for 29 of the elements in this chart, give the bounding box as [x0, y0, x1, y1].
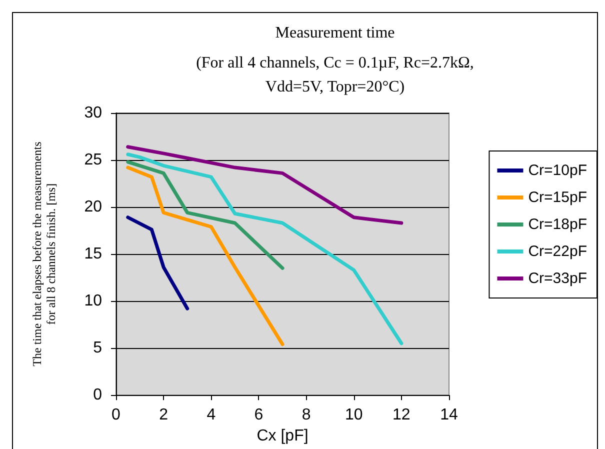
- x-tick-label: 2: [159, 406, 168, 424]
- x-tick-label: 6: [254, 406, 264, 424]
- legend-label: Cr=10pF: [528, 162, 588, 179]
- y-tick-label: 15: [84, 246, 102, 263]
- x-tick-label: 14: [440, 406, 458, 424]
- legend-label: Cr=33pF: [528, 270, 588, 287]
- x-tick-label: 10: [344, 406, 363, 424]
- legend-label: Cr=22pF: [528, 243, 588, 260]
- y-axis-title: The time that elapses before the measurements for all 8 channels finish. [ms]: [30, 141, 58, 366]
- line-series: [126, 166, 284, 346]
- x-tick-label: 4: [206, 406, 216, 424]
- y-tick-label: 20: [84, 198, 102, 216]
- y-tick-label: 25: [84, 152, 102, 169]
- legend-label: Cr=18pF: [528, 216, 588, 233]
- line-series: [126, 160, 284, 270]
- legend-label: Cr=15pF: [528, 189, 588, 206]
- line-series: [126, 216, 190, 310]
- x-tick-label: 12: [392, 406, 410, 424]
- line-series: [126, 145, 404, 225]
- y-tick-label: 10: [84, 292, 102, 310]
- line-series: [126, 152, 404, 346]
- y-tick-label: 0: [93, 386, 102, 404]
- chart-title: Measurement time: [275, 24, 395, 42]
- chart-subtitle: (For all 4 channels, Cc = 0.1µF, Rc=2.7kΩ, Vdd=5V, Topr=20°C): [196, 54, 474, 96]
- x-tick-label: 8: [302, 406, 311, 424]
- x-tick-label: 0: [112, 406, 121, 424]
- y-tick-label: 5: [93, 340, 102, 357]
- y-tick-label: 30: [84, 104, 102, 122]
- x-axis-title: Cx [pF]: [256, 428, 308, 444]
